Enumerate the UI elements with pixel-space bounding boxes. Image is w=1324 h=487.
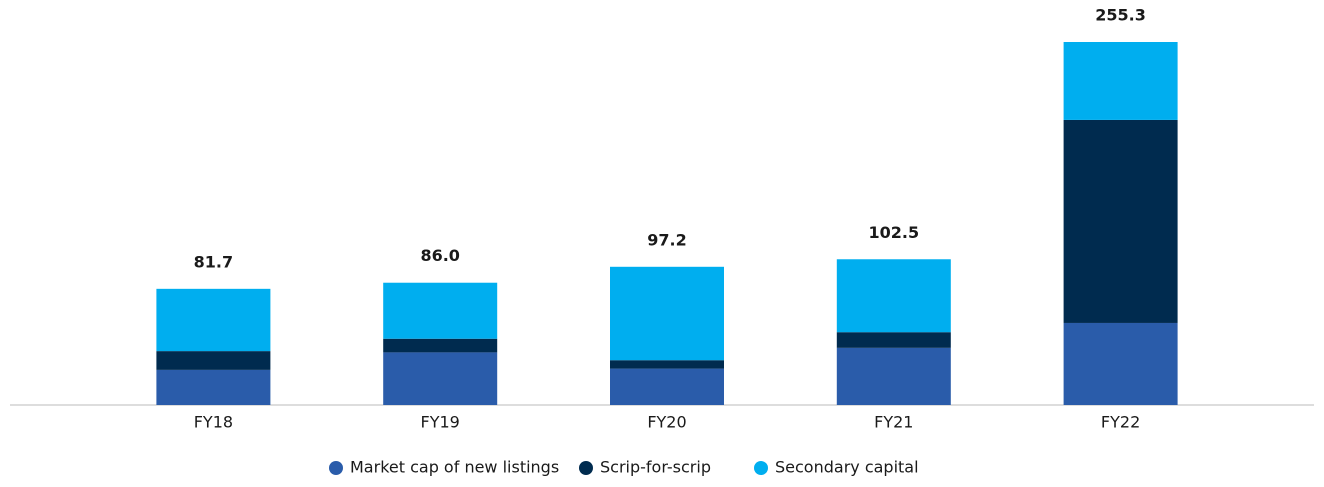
total-label: 86.0 [420, 246, 459, 265]
x-tick-label: FY20 [647, 413, 686, 432]
legend-label: Scrip-for-scrip [600, 458, 711, 477]
bar-segment [1063, 322, 1178, 405]
bar-segment [836, 347, 951, 405]
bar-segment [383, 282, 498, 339]
bar-segment [836, 332, 951, 348]
bar-segment [156, 369, 271, 405]
legend-swatch [329, 461, 343, 475]
total-label: 81.7 [194, 252, 233, 271]
bar-segment [156, 288, 271, 352]
legend-label: Market cap of new listings [350, 458, 559, 477]
x-tick-label: FY22 [1101, 413, 1140, 432]
bar-segment [610, 368, 724, 405]
total-label: 97.2 [647, 230, 686, 249]
total-label: 102.5 [868, 223, 919, 242]
bar-segment [1063, 42, 1178, 120]
bar-segment [383, 352, 498, 405]
x-tick-label: FY18 [194, 413, 233, 432]
total-label: 255.3 [1095, 6, 1146, 25]
x-tick-label: FY21 [874, 413, 913, 432]
bar-segment [836, 259, 951, 333]
bar-segment [610, 266, 724, 361]
bar-segment [1063, 119, 1178, 323]
bar-segment [156, 351, 271, 370]
legend-swatch [754, 461, 768, 475]
legend-label: Secondary capital [775, 458, 919, 477]
legend-swatch [579, 461, 593, 475]
bar-segment [610, 360, 724, 369]
bar-segment [383, 338, 498, 353]
x-tick-label: FY19 [421, 413, 460, 432]
